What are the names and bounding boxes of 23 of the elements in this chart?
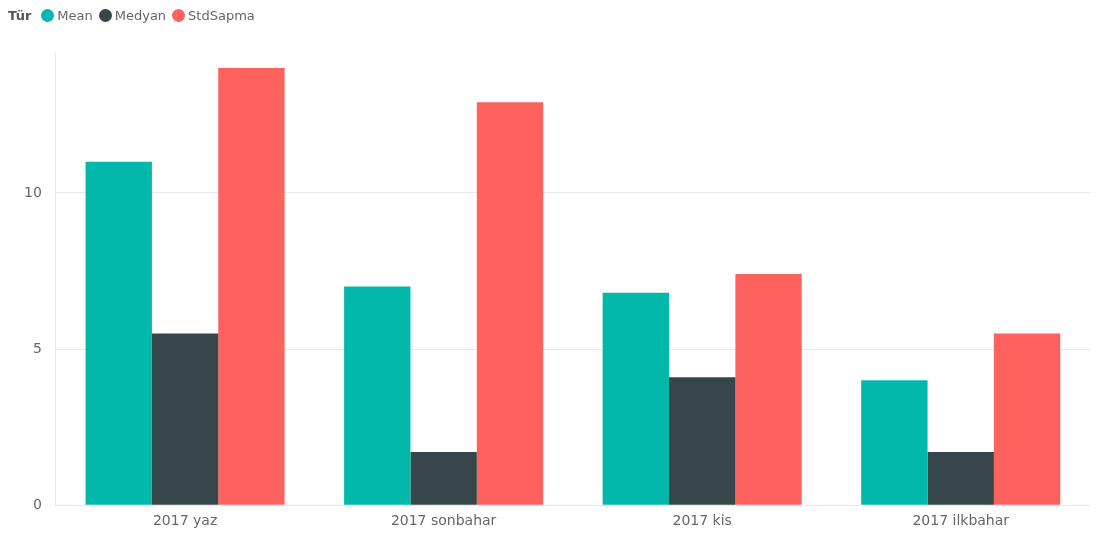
bar bbox=[993, 333, 1061, 505]
x-tick-label: 2017 kis bbox=[672, 512, 732, 529]
bar bbox=[151, 333, 219, 505]
legend-label: StdSapma bbox=[188, 7, 255, 23]
bar bbox=[85, 161, 152, 505]
bar bbox=[602, 292, 669, 505]
legend-label: Mean bbox=[57, 7, 93, 23]
bar bbox=[927, 452, 994, 505]
y-tick-label: 0 bbox=[32, 495, 42, 512]
bar bbox=[861, 380, 928, 505]
bar bbox=[669, 377, 736, 505]
x-tick-label: 2017 sonbahar bbox=[390, 512, 497, 529]
legend-title: Tür bbox=[8, 7, 32, 23]
bar bbox=[476, 102, 544, 505]
y-tick-label: 5 bbox=[32, 339, 42, 356]
x-tick-label: 2017 yaz bbox=[152, 512, 218, 529]
x-tick-label: 2017 ilkbahar bbox=[912, 512, 1010, 529]
bar bbox=[344, 286, 411, 505]
bar bbox=[410, 452, 477, 505]
legend-label: Medyan bbox=[114, 7, 167, 23]
bar bbox=[218, 68, 285, 505]
y-tick-label: 10 bbox=[23, 183, 42, 200]
bar bbox=[735, 274, 802, 505]
